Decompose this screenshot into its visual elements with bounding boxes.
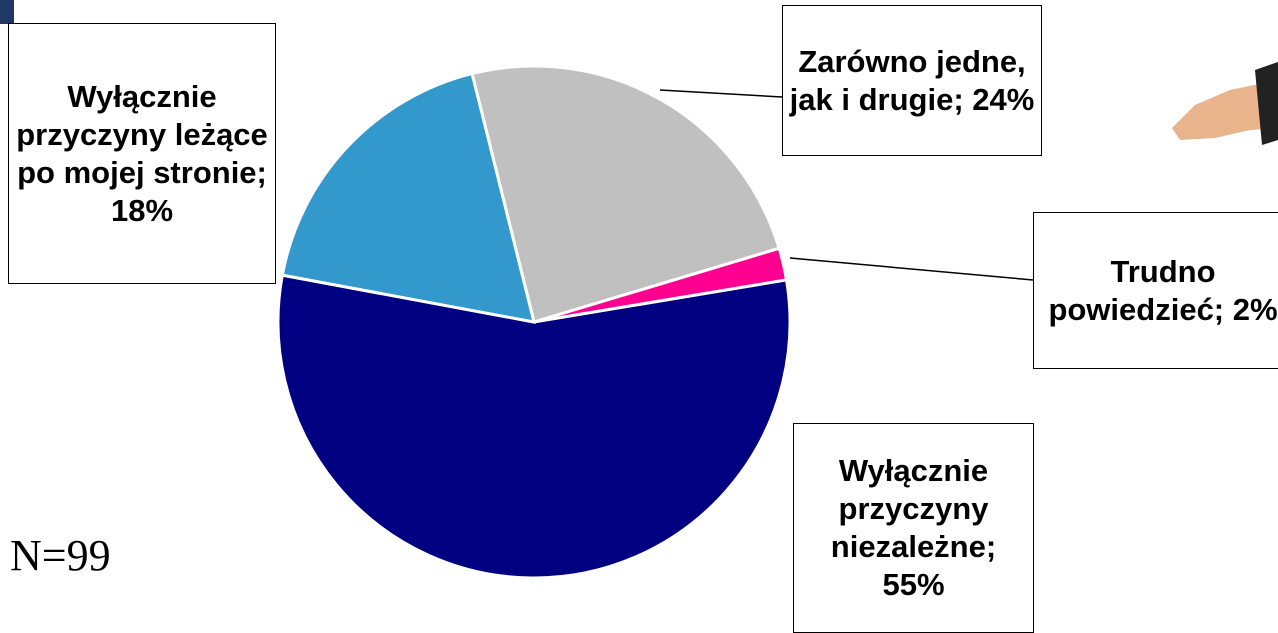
leader-line: [790, 258, 1033, 280]
leader-line: [660, 90, 782, 97]
page: N=99 (() => { const data = JSON.parse(do…: [0, 0, 1278, 623]
data-label: Trudno powiedzieć; 2%: [1033, 212, 1278, 369]
hand-icon: [1172, 62, 1278, 145]
data-label: Wyłącznie przyczyny niezależne; 55%: [793, 423, 1034, 633]
data-label: Zarówno jedne, jak i drugie; 24%: [782, 5, 1042, 156]
corner-decoration: [0, 0, 14, 24]
data-label: Wyłącznie przyczyny leżące po mojej stro…: [8, 23, 276, 284]
annotation: N=99: [10, 530, 111, 581]
